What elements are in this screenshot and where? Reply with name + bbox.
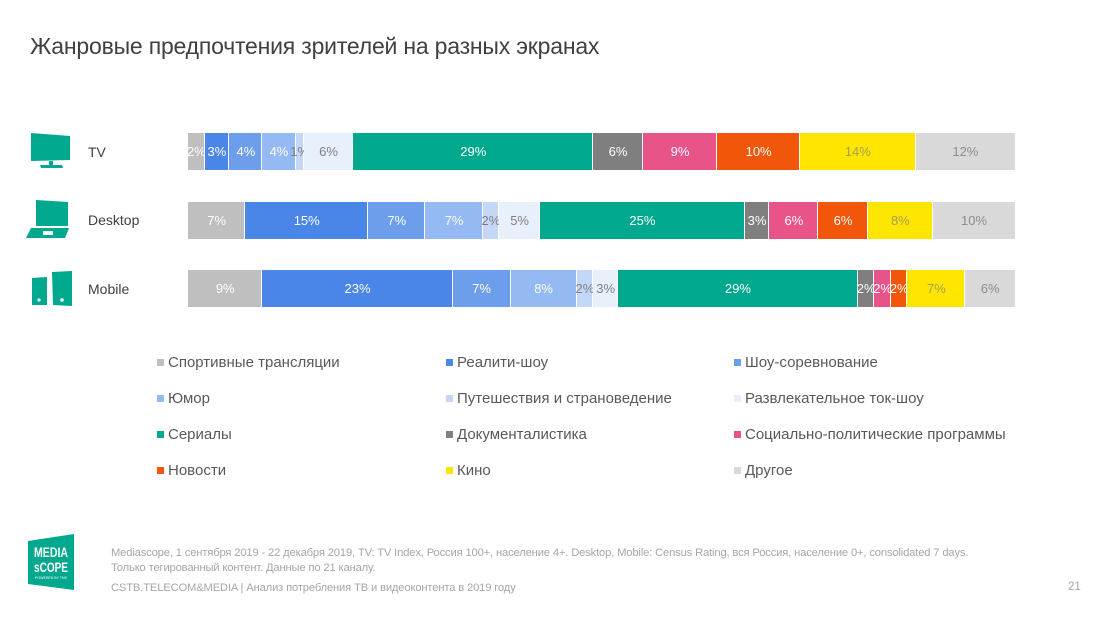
source-note-line1: Mediascope, 1 сентября 2019 - 22 декабря… [111,547,969,559]
legend-item-talk-show: Развлекательное ток-шоу [734,389,924,407]
bar-segment-desktop-2 [368,202,426,239]
bar-mobile: 9% 23% 7% 8% 2% 3% 29% 2% 2% 2% 7% 6% [188,270,1015,307]
bar-segment-mobile-3 [510,270,577,307]
legend-swatch [734,430,741,438]
legend-label: Социально-политические программы [745,425,1006,443]
bar-segment-mobile-11 [965,270,1015,307]
page-title: Жанровые предпочтения зрителей на разных… [30,33,600,59]
bar-segment-tv-0 [188,133,205,170]
bar-segment-desktop-10 [867,202,934,239]
bar-segment-tv-6 [353,133,594,170]
bar-segment-tv-2 [229,133,263,170]
legend-label: Новости [168,461,227,479]
legend-item-sports: Спортивные трансляции [157,353,340,371]
legend-swatch [157,430,164,438]
legend-item-competition-show: Шоу-соревнование [734,353,878,371]
bar-segment-tv-8 [642,133,718,170]
legend-swatch [446,358,453,366]
bar-segment-mobile-1 [262,270,453,307]
legend-swatch [157,394,164,402]
legend-swatch [157,358,164,366]
bar-segment-desktop-0 [188,202,246,239]
bar-segment-tv-7 [593,133,643,170]
bar-segment-tv-9 [717,133,800,170]
bar-segment-mobile-8 [874,270,891,307]
legend-label: Другое [745,461,793,479]
bar-segment-tv-11 [915,133,1015,170]
legend-swatch [734,394,741,402]
bar-segment-mobile-7 [857,270,875,307]
legend-swatch [734,466,741,474]
logo-text-line1: MEDIA [34,544,68,560]
legend-label: Путешествия и страноведение [457,389,672,407]
row-label-mobile: Mobile [88,281,130,297]
legend-item-reality-show: Реалити-шоу [446,353,548,371]
legend-label: Кино [457,461,491,479]
bar-segment-desktop-3 [425,202,483,239]
bar-segment-tv-5 [303,133,354,170]
bar-segment-mobile-0 [188,270,263,307]
logo-tagline: POWERED BY TNS [35,576,67,580]
bar-segment-tv-1 [204,133,230,170]
row-label-tv: TV [88,144,106,160]
legend-label: Юмор [168,389,210,407]
brand-line: CSTB.TELECOM&MEDIA | Анализ потребления … [111,582,516,594]
legend-swatch [446,394,453,402]
bar-segment-mobile-5 [593,270,619,307]
mobile-devices-icon [32,271,72,306]
legend-swatch [446,430,453,438]
legend-label: Шоу-соревнование [745,353,878,371]
legend-item-socio-political: Социально-политические программы [734,425,1006,443]
bar-segment-mobile-2 [452,270,511,307]
bar-segment-mobile-6 [618,270,858,307]
source-note-line2: Только тегированный контент. Данные по 2… [111,562,376,574]
legend-label: Спортивные трансляции [168,353,340,371]
bar-segment-desktop-5 [499,202,541,239]
bar-segment-desktop-6 [540,202,745,239]
legend-item-travel: Путешествия и страноведение [446,389,672,407]
bar-segment-desktop-8 [769,202,819,239]
laptop-icon [26,200,69,238]
bar-segment-desktop-9 [818,202,868,239]
page-number: 21 [1068,581,1081,593]
bar-segment-tv-10 [799,133,916,170]
legend-item-other: Другое [734,461,793,479]
legend-swatch [734,358,741,366]
legend-item-series: Сериалы [157,425,232,443]
legend-item-documentary: Документалистика [446,425,587,443]
bar-segment-tv-4 [295,133,304,170]
bar-segment-desktop-7 [744,202,770,239]
bar-desktop: 7% 15% 7% 7% 2% 5% 25% 3% 6% 6% 8% 10% [188,202,1015,239]
legend-label: Документалистика [457,425,587,443]
bar-segment-desktop-4 [482,202,500,239]
bar-segment-mobile-10 [907,270,966,307]
legend-label: Сериалы [168,425,232,443]
legend-label: Реалити-шоу [457,353,549,371]
logo-text-line2: sCOPE [34,559,68,575]
legend-item-news: Новости [157,461,226,479]
legend-item-movies: Кино [446,461,491,479]
legend-item-humor: Юмор [157,389,210,407]
bar-segment-tv-3 [262,133,296,170]
bar-segment-mobile-9 [890,270,908,307]
legend-swatch [157,466,164,474]
bar-segment-mobile-4 [576,270,594,307]
tv-icon [31,133,70,168]
bar-tv: 2% 3% 4% 4% 1% 6% 29% 6% 9% 10% 14% 12% [187,133,1015,170]
legend-swatch [446,466,453,474]
bar-segment-desktop-11 [933,202,1015,239]
row-label-desktop: Desktop [88,212,140,228]
mediascope-logo: MEDIA sCOPE POWERED BY TNS [28,534,74,590]
legend-label: Развлекательное ток-шоу [745,389,924,407]
bar-segment-desktop-1 [245,202,369,239]
